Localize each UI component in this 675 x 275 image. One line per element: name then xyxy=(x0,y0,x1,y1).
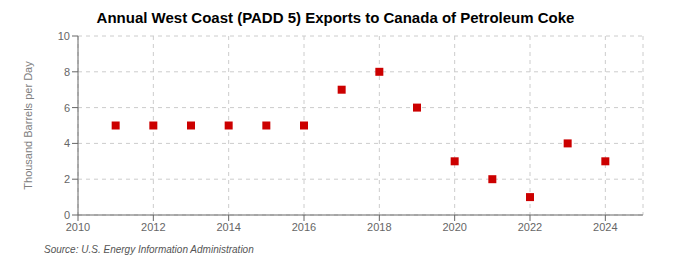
svg-text:2024: 2024 xyxy=(593,221,617,233)
svg-text:Thousand Barrels per Day: Thousand Barrels per Day xyxy=(22,61,34,190)
svg-text:2022: 2022 xyxy=(518,221,542,233)
html-text:Source: U.S. Energy Informatio: Source: U.S. Energy Information Administ… xyxy=(44,244,254,255)
svg-text:2020: 2020 xyxy=(442,221,466,233)
svg-text:2016: 2016 xyxy=(292,221,316,233)
svg-text:2014: 2014 xyxy=(216,221,240,233)
svg-text:0: 0 xyxy=(64,209,70,221)
svg-text:2018: 2018 xyxy=(367,221,391,233)
svg-text:2010: 2010 xyxy=(66,221,90,233)
svg-text:8: 8 xyxy=(64,66,70,78)
svg-text:4: 4 xyxy=(64,137,70,149)
svg-text:2: 2 xyxy=(64,173,70,185)
svg-text:6: 6 xyxy=(64,102,70,114)
svg-text:10: 10 xyxy=(58,30,70,42)
html-text:Annual West Coast (PADD 5) Exp: Annual West Coast (PADD 5) Exports to Ca… xyxy=(96,9,575,26)
svg-text:2012: 2012 xyxy=(141,221,165,233)
